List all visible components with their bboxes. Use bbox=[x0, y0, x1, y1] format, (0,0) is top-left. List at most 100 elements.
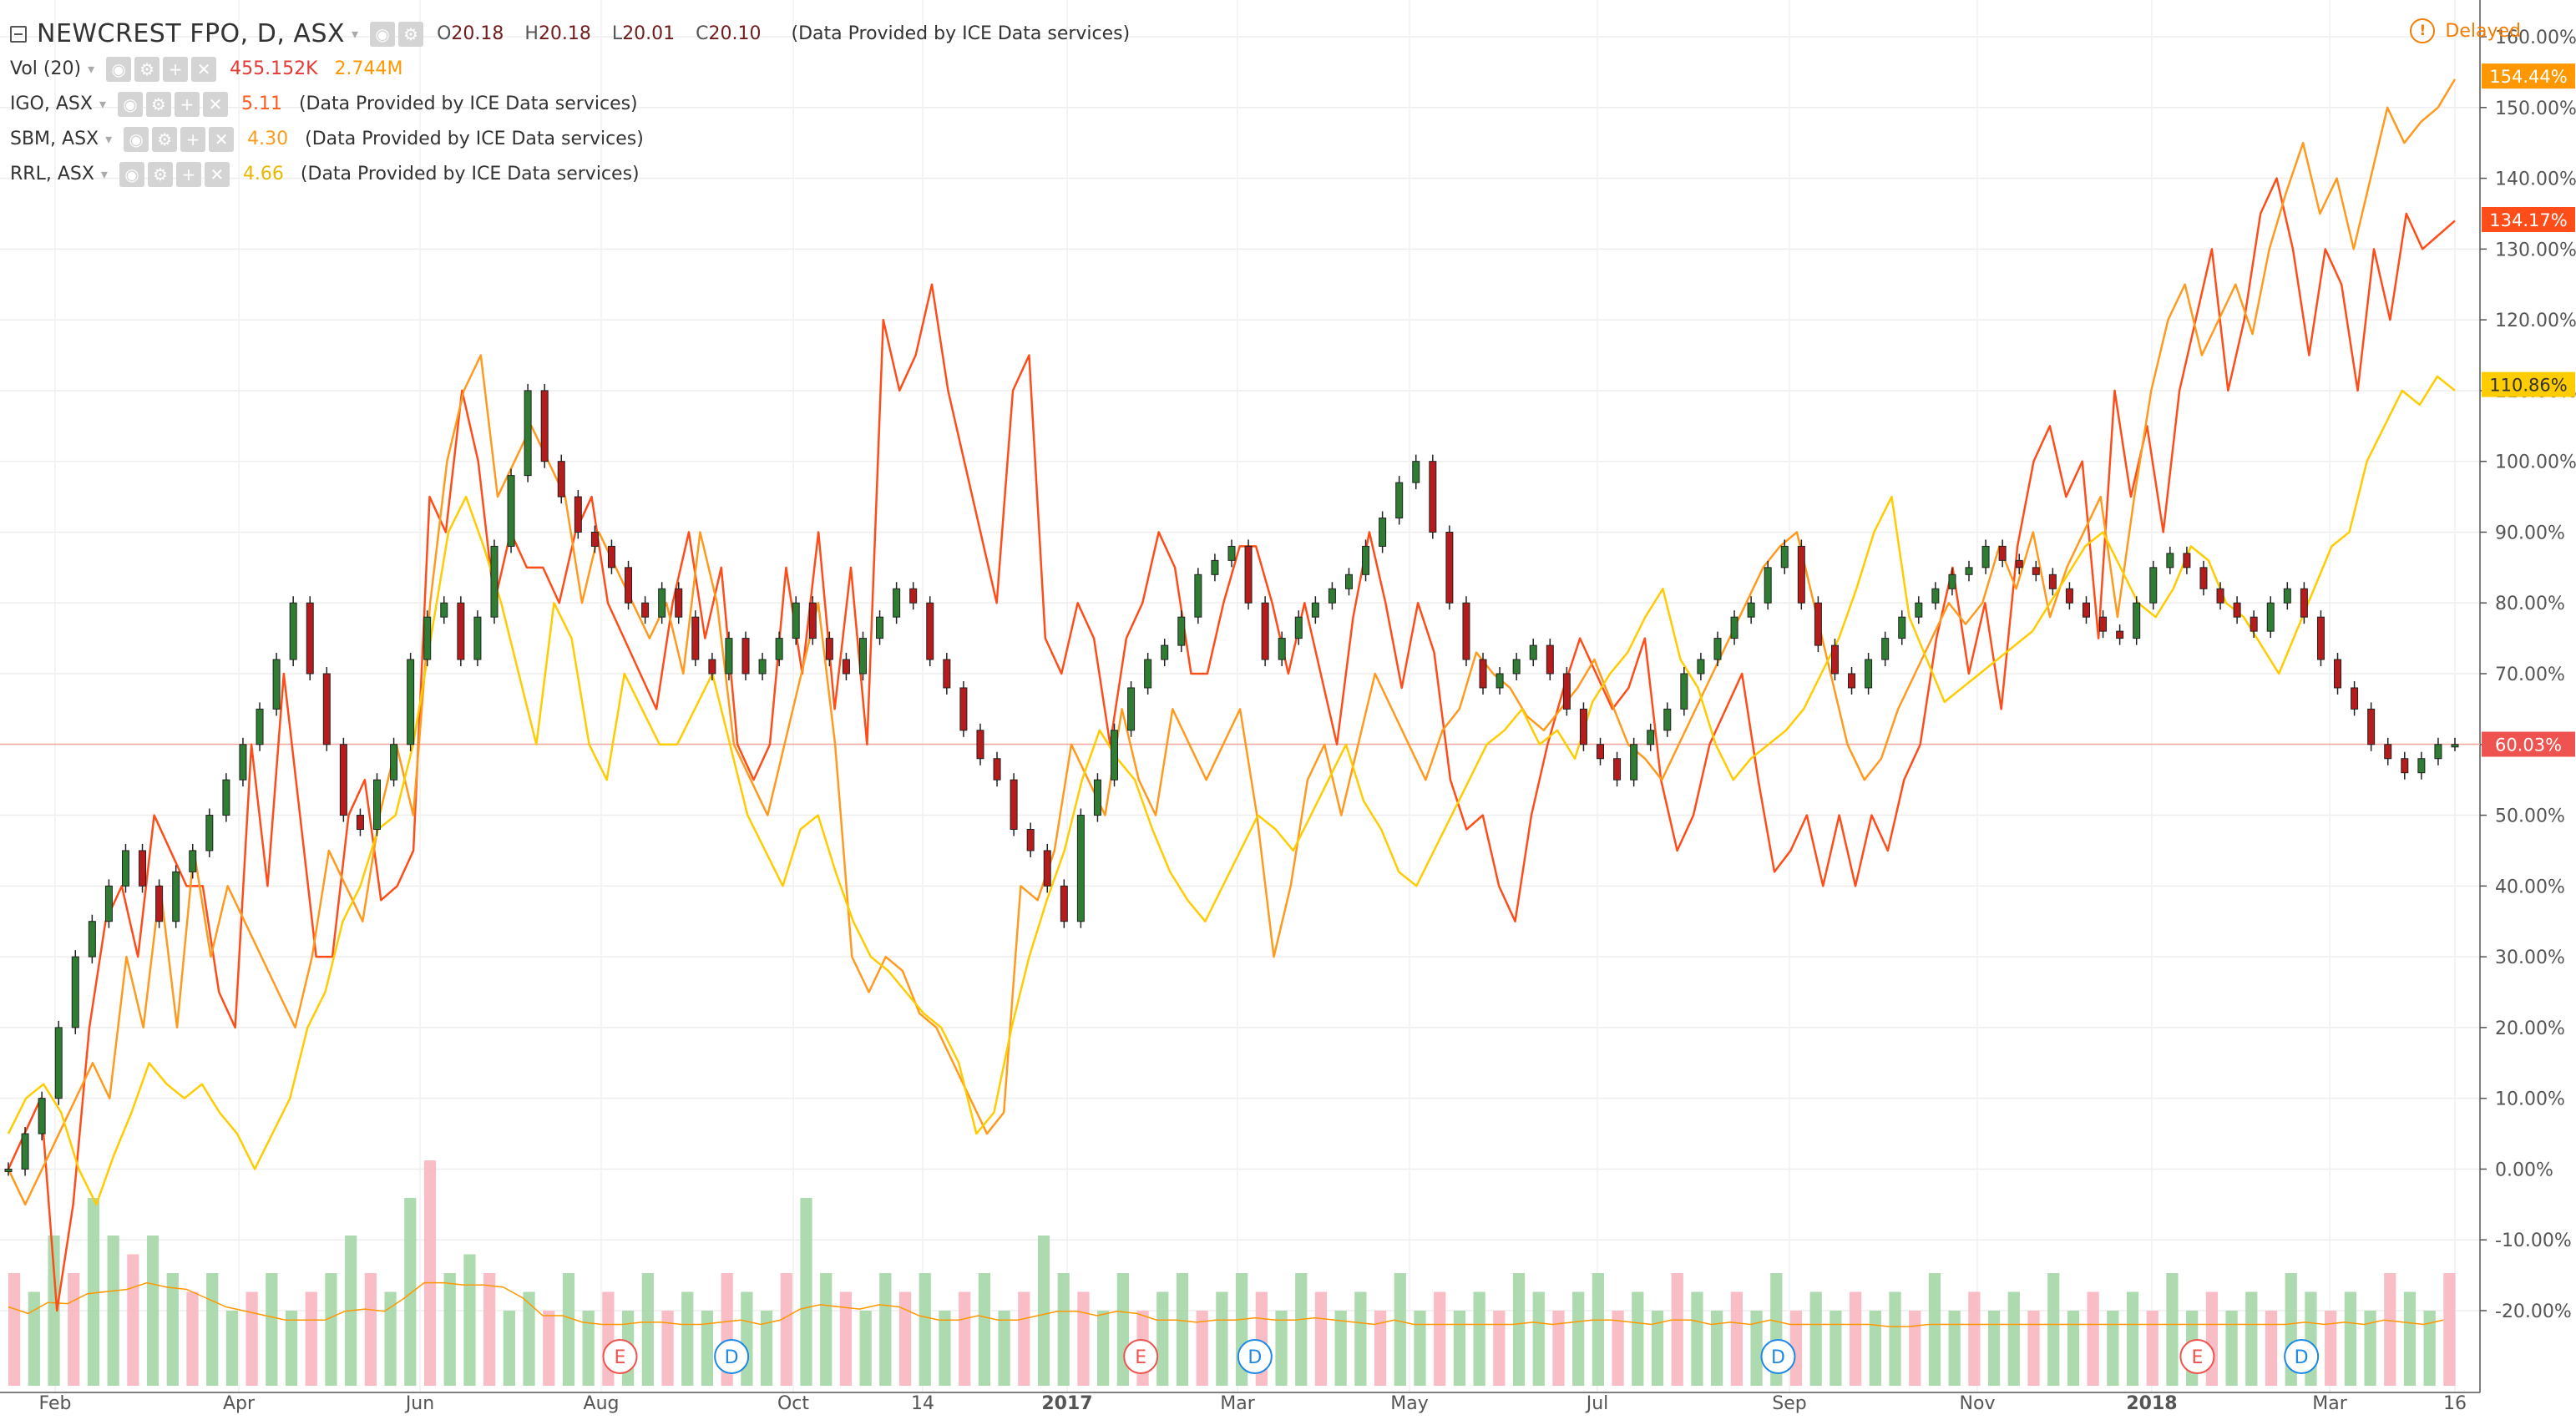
candle-body bbox=[2032, 567, 2040, 575]
candle-body bbox=[21, 1133, 29, 1170]
earnings-marker[interactable] bbox=[602, 1339, 638, 1374]
candle-body bbox=[1127, 687, 1136, 731]
volume-bar bbox=[2027, 1311, 2040, 1386]
candle-body bbox=[139, 850, 147, 887]
candle-body bbox=[1429, 461, 1437, 533]
chevron-down-icon[interactable]: ▾ bbox=[100, 166, 108, 182]
volume-bar bbox=[1512, 1273, 1526, 1386]
volume-bar bbox=[1592, 1273, 1604, 1386]
candle-body bbox=[222, 779, 230, 816]
gear-icon[interactable]: ⚙ bbox=[398, 22, 424, 47]
volume-bar bbox=[1928, 1273, 1941, 1386]
eye-icon[interactable]: ◉ bbox=[119, 162, 144, 187]
volume-bar bbox=[1097, 1311, 1110, 1386]
data-source-note: (Data Provided by ICE Data services) bbox=[791, 23, 1131, 44]
eye-icon[interactable]: ◉ bbox=[124, 127, 149, 152]
plus-icon[interactable]: + bbox=[180, 127, 206, 152]
candle-body bbox=[675, 588, 683, 618]
high-value: 20.18 bbox=[538, 23, 591, 44]
candle-body bbox=[708, 659, 716, 675]
gear-icon[interactable]: ⚙ bbox=[152, 127, 178, 152]
candle-body bbox=[256, 708, 264, 745]
legend: NEWCREST FPO, D, ASX ▾ ◉ ⚙ O20.18 H20.18… bbox=[10, 17, 1130, 192]
candle-body bbox=[842, 659, 850, 675]
volume-bar bbox=[1691, 1291, 1703, 1386]
chevron-down-icon[interactable]: ▾ bbox=[99, 96, 106, 112]
candle-body bbox=[2015, 559, 2023, 569]
candle-body bbox=[2316, 616, 2325, 660]
minimize-icon[interactable] bbox=[10, 26, 27, 43]
gear-icon[interactable]: ⚙ bbox=[145, 92, 171, 117]
volume-bar bbox=[2403, 1291, 2417, 1386]
candle-body bbox=[322, 673, 331, 745]
volume-bar bbox=[2007, 1291, 2020, 1386]
volume-bar bbox=[2443, 1273, 2456, 1386]
eye-icon[interactable]: ◉ bbox=[117, 92, 143, 117]
candle-body bbox=[1730, 616, 1738, 639]
volume-bar bbox=[1394, 1273, 1406, 1386]
volume-bar bbox=[1057, 1273, 1070, 1386]
open-value: 20.18 bbox=[451, 23, 504, 44]
volume-bar bbox=[305, 1291, 317, 1386]
volume-bar bbox=[1830, 1311, 1842, 1386]
candle-body bbox=[976, 730, 984, 760]
chevron-down-icon[interactable]: ▾ bbox=[105, 131, 113, 147]
symbol-title[interactable]: NEWCREST FPO, D, ASX bbox=[37, 19, 346, 48]
x-tick-label: 16 bbox=[2443, 1393, 2467, 1414]
compare-label[interactable]: IGO, ASX bbox=[10, 93, 93, 114]
earnings-marker[interactable] bbox=[1123, 1339, 1159, 1374]
volume-bar bbox=[2205, 1291, 2218, 1386]
chevron-down-icon[interactable]: ▾ bbox=[352, 26, 359, 42]
candle-body bbox=[725, 638, 733, 675]
candle-body bbox=[2233, 602, 2241, 618]
close-icon[interactable]: ✕ bbox=[209, 127, 235, 152]
low-label: L bbox=[611, 23, 623, 44]
plus-icon[interactable]: + bbox=[163, 57, 189, 82]
chevron-down-icon[interactable]: ▾ bbox=[88, 61, 95, 77]
volume-bar bbox=[1869, 1311, 1881, 1386]
volume-bar bbox=[959, 1291, 971, 1386]
compare-label[interactable]: RRL, ASX bbox=[10, 164, 94, 184]
x-tick-label: Feb bbox=[39, 1393, 72, 1414]
candle-body bbox=[876, 616, 884, 639]
volume-bar bbox=[1334, 1311, 1347, 1386]
plus-icon[interactable]: + bbox=[175, 162, 201, 187]
volume-bar bbox=[1434, 1291, 1446, 1386]
y-tick-label: 160.00% bbox=[2495, 28, 2576, 48]
candle-body bbox=[1294, 616, 1303, 639]
series-line bbox=[7, 375, 2456, 1206]
candle-body bbox=[1764, 567, 1772, 604]
candle-body bbox=[1597, 744, 1605, 760]
dividend-marker[interactable] bbox=[714, 1339, 750, 1374]
eye-icon[interactable]: ◉ bbox=[370, 22, 396, 47]
candle-body bbox=[4, 1168, 13, 1172]
candle-body bbox=[1814, 602, 1822, 646]
candle-body bbox=[205, 815, 214, 851]
plus-icon[interactable]: + bbox=[174, 92, 200, 117]
dividend-marker[interactable] bbox=[1760, 1339, 1796, 1374]
close-icon[interactable]: ✕ bbox=[204, 162, 230, 187]
eye-icon[interactable]: ◉ bbox=[106, 57, 132, 82]
volume-bar bbox=[68, 1273, 80, 1386]
candle-body bbox=[893, 588, 901, 618]
candle-body bbox=[1479, 659, 1487, 689]
volume-bar bbox=[1789, 1311, 1803, 1386]
compare-label[interactable]: SBM, ASX bbox=[10, 129, 99, 149]
candle-body bbox=[1613, 758, 1622, 781]
x-tick-label: Oct bbox=[777, 1393, 809, 1414]
volume-bar bbox=[285, 1311, 298, 1386]
close-icon[interactable]: ✕ bbox=[202, 92, 228, 117]
dividend-marker[interactable] bbox=[1237, 1339, 1273, 1374]
dividend-marker[interactable] bbox=[2284, 1339, 2320, 1374]
close-icon[interactable]: ✕ bbox=[191, 57, 217, 82]
volume-label[interactable]: Vol (20) bbox=[10, 58, 82, 79]
delayed-status[interactable]: ! Delayed bbox=[2410, 18, 2521, 43]
earnings-marker[interactable] bbox=[2179, 1339, 2215, 1374]
candle-body bbox=[272, 659, 281, 710]
candle-body bbox=[1797, 545, 1805, 604]
candle-body bbox=[1630, 744, 1638, 781]
gear-icon[interactable]: ⚙ bbox=[147, 162, 173, 187]
volume-bar bbox=[127, 1254, 139, 1386]
gear-icon[interactable]: ⚙ bbox=[134, 57, 160, 82]
